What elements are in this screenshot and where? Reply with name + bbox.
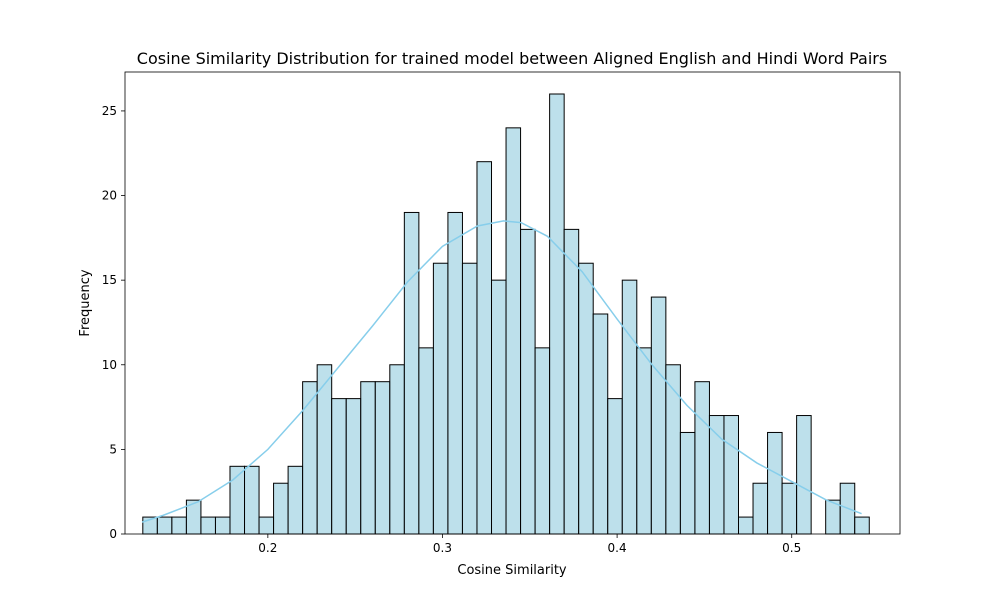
histogram-bar [345,398,362,535]
x-axis-label: Cosine Similarity [457,563,567,578]
histogram-bar [607,398,623,535]
histogram-bar [679,431,696,535]
histogram-bar [752,482,769,535]
histogram-bar [461,262,478,535]
y-tick-label: 10 [102,358,117,372]
histogram-bar [854,516,870,535]
histogram-bar [447,211,463,535]
y-tick-label: 20 [102,189,117,203]
histogram-bar [171,516,187,535]
histogram-bar [781,482,798,535]
histogram-bar [374,381,391,535]
histogram-bar [549,93,565,535]
histogram-bar [694,381,710,535]
histogram-bar [723,415,739,535]
y-tick-label: 5 [109,442,117,456]
histogram-bar [244,465,260,535]
histogram-bar [563,228,580,535]
histogram-bar [418,347,434,535]
histogram-bar [360,381,376,535]
histogram-bar [621,279,638,535]
histogram-bar [273,482,289,535]
chart-title: Cosine Similarity Distribution for train… [137,49,887,68]
histogram-bar [389,364,405,535]
x-tick-label: 0.2 [258,541,277,555]
histogram-bar [505,127,522,535]
histogram-bar [796,415,812,535]
histogram-bar [578,262,594,535]
y-tick-label: 15 [102,273,117,287]
x-axis: 0.2 0.3 0.4 0.5 [258,534,801,555]
histogram-bar [214,516,231,535]
histogram-bar [302,381,318,535]
kde-curve [141,220,862,523]
histogram-bar [287,465,304,535]
histogram-bar [534,347,551,535]
y-axis-label: Frequency [78,269,93,336]
histogram-bar [767,431,783,535]
histogram-bar [650,296,667,535]
histogram-bar [636,347,652,535]
histogram-bar [491,279,507,535]
x-tick-label: 0.4 [608,541,627,555]
histogram-bar [520,228,536,535]
histogram-bars [142,93,870,535]
histogram-bar [403,211,420,535]
x-tick-label: 0.5 [782,541,801,555]
histogram-bar [738,516,754,535]
y-tick-label: 25 [102,104,117,118]
histogram-bar [258,516,275,535]
y-axis: 0 5 10 15 20 25 [102,104,125,541]
plot-frame [124,71,901,535]
histogram-bar [432,262,449,535]
histogram-bar [156,516,173,535]
histogram-bar [476,161,493,535]
x-tick-label: 0.3 [433,541,452,555]
histogram-bar [592,313,609,535]
histogram-bar [200,516,216,535]
y-tick-label: 0 [109,527,117,541]
histogram-bar [331,398,347,535]
